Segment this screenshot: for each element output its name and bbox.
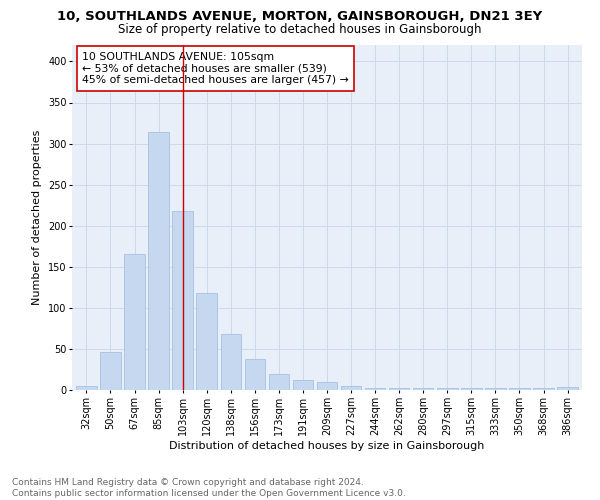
Bar [437,388,458,390]
Bar [196,293,217,390]
Bar [124,254,145,390]
Text: Contains HM Land Registry data © Crown copyright and database right 2024.
Contai: Contains HM Land Registry data © Crown c… [12,478,406,498]
X-axis label: Distribution of detached houses by size in Gainsborough: Distribution of detached houses by size … [169,440,485,450]
Bar [413,388,433,390]
Text: 10, SOUTHLANDS AVENUE, MORTON, GAINSBOROUGH, DN21 3EY: 10, SOUTHLANDS AVENUE, MORTON, GAINSBORO… [58,10,542,23]
Bar [172,211,193,390]
Bar [76,386,97,390]
Text: 10 SOUTHLANDS AVENUE: 105sqm
← 53% of detached houses are smaller (539)
45% of s: 10 SOUTHLANDS AVENUE: 105sqm ← 53% of de… [82,52,349,85]
Bar [461,388,482,390]
Bar [245,359,265,390]
Bar [533,388,554,390]
Bar [509,388,530,390]
Bar [341,386,361,390]
Bar [221,334,241,390]
Bar [389,388,409,390]
Bar [485,388,506,390]
Text: Size of property relative to detached houses in Gainsborough: Size of property relative to detached ho… [118,22,482,36]
Bar [293,380,313,390]
Bar [317,382,337,390]
Bar [100,352,121,390]
Bar [557,386,578,390]
Bar [148,132,169,390]
Y-axis label: Number of detached properties: Number of detached properties [32,130,42,305]
Bar [269,374,289,390]
Bar [365,388,385,390]
